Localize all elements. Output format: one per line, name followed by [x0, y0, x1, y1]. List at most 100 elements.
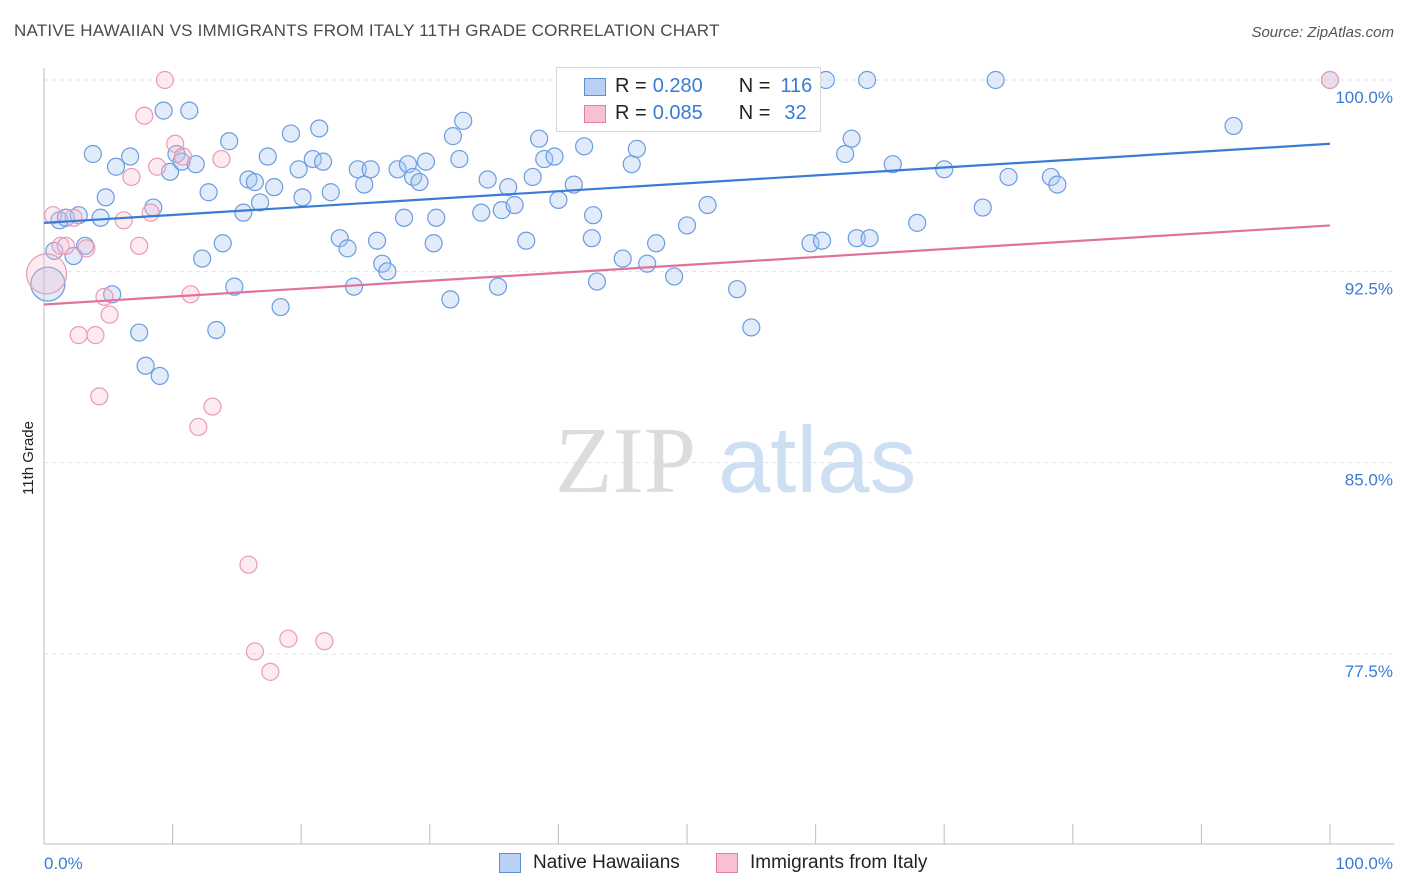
point-native-hawaiian: [394, 208, 414, 227]
y-tick-label: 100.0%: [1335, 88, 1393, 107]
point-immigrant-italy: [141, 203, 160, 222]
point-native-hawaiian: [517, 231, 536, 250]
point-native-hawaiian: [857, 70, 877, 90]
point-native-hawaiian: [121, 147, 140, 166]
point-native-hawaiian: [488, 277, 508, 296]
point-native-hawaiian: [836, 144, 855, 164]
point-immigrant-italy: [203, 397, 222, 416]
point-native-hawaiian: [250, 193, 270, 212]
point-native-hawaiian: [545, 147, 564, 166]
point-native-hawaiian: [410, 172, 429, 192]
point-native-hawaiian: [698, 195, 717, 215]
legend-item-native-hawaiians[interactable]: Native Hawaiians: [499, 852, 680, 874]
point-native-hawaiian: [450, 149, 469, 169]
point-native-hawaiian: [289, 160, 308, 179]
point-immigrant-italy: [245, 642, 265, 661]
watermark-zip: ZIP: [555, 409, 696, 513]
point-native-hawaiian: [321, 183, 340, 202]
point-native-hawaiian: [199, 183, 218, 202]
point-native-hawaiian: [258, 147, 277, 166]
point-immigrant-italy: [100, 305, 119, 324]
point-native-hawaiian: [443, 127, 463, 146]
point-native-hawaiian: [330, 229, 349, 248]
n-label: N =: [738, 102, 771, 124]
point-native-hawaiian: [441, 290, 460, 309]
point-native-hawaiian: [847, 229, 866, 248]
point-immigrant-italy: [130, 236, 149, 255]
point-native-hawaiian: [564, 175, 583, 194]
point-immigrant-italy: [315, 632, 334, 651]
point-native-hawaiian: [130, 323, 149, 342]
x-tick-label: 0.0%: [44, 854, 83, 873]
point-native-hawaiian: [973, 198, 992, 217]
point-native-hawaiian: [742, 318, 761, 337]
point-native-hawaiian: [584, 206, 603, 225]
point-native-hawaiian: [378, 262, 397, 281]
point-native-hawaiian: [454, 111, 473, 130]
point-native-hawaiian: [842, 129, 861, 148]
point-native-hawaiian: [154, 101, 173, 120]
r-label: R =: [615, 75, 647, 97]
stats-swatch-blue: [584, 77, 606, 96]
axes: [43, 68, 1394, 845]
watermark: ZIP atlas: [555, 407, 917, 513]
point-immigrant-italy: [212, 149, 231, 169]
stats-box: R = 0.280 N = 116 R = 0.085 N = 32: [556, 67, 821, 132]
point-immigrant-italy: [148, 157, 167, 176]
point-immigrant-italy: [239, 555, 258, 574]
point-native-hawaiian: [388, 160, 407, 179]
n-label: N =: [738, 75, 771, 97]
point-native-hawaiian: [213, 234, 232, 253]
point-native-hawaiian: [1224, 116, 1243, 136]
legend-swatch-blue: [499, 853, 521, 873]
y-tick-label: 77.5%: [1345, 662, 1393, 681]
point-native-hawaiian: [627, 139, 646, 158]
point-immigrant-italy: [122, 167, 141, 187]
point-immigrant-italy: [114, 211, 133, 230]
point-native-hawaiian: [348, 160, 367, 179]
point-immigrant-italy: [43, 206, 63, 225]
point-native-hawaiian: [665, 267, 684, 286]
point-native-hawaiian: [234, 203, 253, 222]
point-immigrant-italy: [189, 417, 208, 437]
y-tick-labels: 77.5% 85.0% 92.5% 100.0%: [1335, 88, 1393, 681]
y-tick-label: 85.0%: [1345, 471, 1393, 490]
trend-line-immigrants-italy: [43, 224, 1331, 306]
legend-item-immigrants-italy[interactable]: Immigrants from Italy: [716, 852, 927, 874]
point-immigrant-italy: [173, 147, 192, 166]
n-value: 116: [780, 75, 813, 97]
point-native-hawaiian: [801, 234, 820, 253]
point-native-hawaiian: [271, 297, 290, 317]
point-native-hawaiian: [505, 195, 524, 215]
point-immigrant-italy: [95, 287, 114, 306]
trend-lines: [43, 142, 1331, 306]
point-native-hawaiian: [96, 188, 115, 207]
r-label: R =: [615, 102, 647, 124]
point-immigrant-italy: [135, 106, 154, 125]
point-native-hawaiian: [220, 132, 239, 151]
point-immigrant-italy: [69, 326, 88, 345]
point-native-hawaiian: [265, 178, 284, 197]
x-tick-label: 100.0%: [1335, 854, 1393, 873]
point-immigrant-italy: [25, 253, 68, 295]
point-native-hawaiian: [677, 216, 697, 235]
point-native-hawaiian: [193, 249, 212, 268]
point-native-hawaiian: [281, 124, 301, 143]
n-value: 32: [784, 102, 807, 124]
point-native-hawaiian: [728, 280, 747, 299]
point-native-hawaiian: [999, 167, 1018, 187]
legend-swatch-pink: [716, 853, 738, 873]
point-native-hawaiian: [361, 160, 380, 179]
point-native-hawaiian: [180, 101, 199, 120]
point-native-hawaiian: [245, 172, 265, 192]
point-native-hawaiian: [499, 178, 518, 197]
point-native-hawaiian: [622, 155, 641, 174]
point-native-hawaiian: [478, 170, 497, 189]
point-native-hawaiian: [530, 129, 549, 148]
point-immigrant-italy: [279, 629, 298, 648]
point-native-hawaiian: [427, 208, 446, 227]
point-native-hawaiian: [613, 249, 632, 268]
r-value: 0.085: [652, 102, 703, 124]
y-tick-label: 92.5%: [1345, 279, 1393, 298]
